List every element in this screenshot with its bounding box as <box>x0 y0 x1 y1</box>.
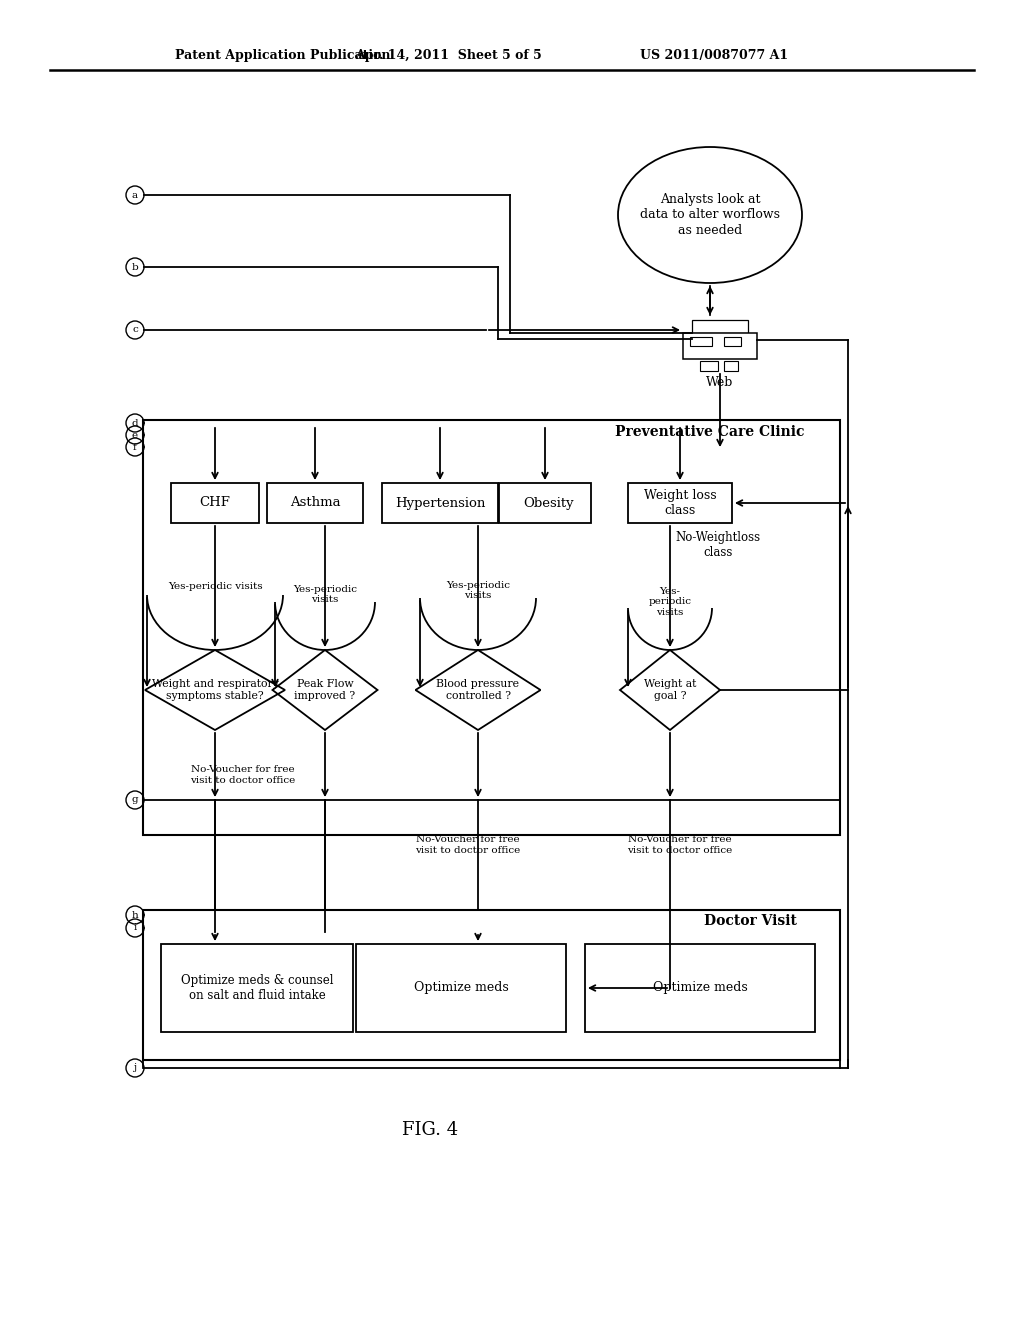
Text: d: d <box>132 418 138 428</box>
Text: Optimize meds: Optimize meds <box>652 982 748 994</box>
Bar <box>499 483 591 523</box>
Text: Optimize meds: Optimize meds <box>414 982 508 994</box>
Text: US 2011/0087077 A1: US 2011/0087077 A1 <box>640 49 788 62</box>
Text: f: f <box>133 442 137 451</box>
Text: No-Voucher for free
visit to doctor office: No-Voucher for free visit to doctor offi… <box>416 836 520 855</box>
Text: e: e <box>132 430 138 440</box>
Bar <box>267 483 362 523</box>
Text: h: h <box>132 911 138 920</box>
Text: Weight loss
class: Weight loss class <box>644 488 717 517</box>
Bar <box>690 337 712 346</box>
Bar <box>143 909 840 1060</box>
Text: Doctor Visit: Doctor Visit <box>703 913 797 928</box>
Bar <box>382 483 498 523</box>
Text: No-Voucher for free
visit to doctor office: No-Voucher for free visit to doctor offi… <box>628 836 732 855</box>
Text: Yes-periodic visits: Yes-periodic visits <box>168 582 262 591</box>
Bar <box>724 337 741 346</box>
Text: Peak Flow
improved ?: Peak Flow improved ? <box>295 680 355 701</box>
Text: g: g <box>132 796 138 804</box>
Bar <box>724 360 738 371</box>
Text: Weight and respiratory
symptoms stable?: Weight and respiratory symptoms stable? <box>152 680 279 701</box>
Text: Hypertension: Hypertension <box>395 496 485 510</box>
Text: Apr. 14, 2011  Sheet 5 of 5: Apr. 14, 2011 Sheet 5 of 5 <box>355 49 542 62</box>
Bar <box>692 319 748 333</box>
Text: Analysts look at
data to alter worflows
as needed: Analysts look at data to alter worflows … <box>640 194 780 236</box>
Bar <box>356 944 566 1032</box>
Bar <box>171 483 259 523</box>
Text: No-Voucher for free
visit to doctor office: No-Voucher for free visit to doctor offi… <box>190 766 296 784</box>
Text: FIG. 4: FIG. 4 <box>402 1121 458 1139</box>
Text: Asthma: Asthma <box>290 496 340 510</box>
Text: Preventative Care Clinic: Preventative Care Clinic <box>615 425 805 440</box>
Text: Obesity: Obesity <box>523 496 574 510</box>
Text: b: b <box>132 263 138 272</box>
Bar <box>628 483 732 523</box>
Text: Yes-periodic
visits: Yes-periodic visits <box>293 585 357 605</box>
Text: Yes-periodic
visits: Yes-periodic visits <box>446 581 510 599</box>
Text: c: c <box>132 326 138 334</box>
Text: Optimize meds & counsel
on salt and fluid intake: Optimize meds & counsel on salt and flui… <box>181 974 333 1002</box>
Text: Blood pressure
controlled ?: Blood pressure controlled ? <box>436 680 519 701</box>
Text: Web: Web <box>707 376 733 389</box>
Text: a: a <box>132 190 138 199</box>
Text: Yes-
periodic
visits: Yes- periodic visits <box>648 587 691 616</box>
Bar <box>683 333 757 359</box>
Text: Patent Application Publication: Patent Application Publication <box>175 49 390 62</box>
Text: CHF: CHF <box>200 496 230 510</box>
Bar <box>143 420 840 836</box>
Text: Weight at
goal ?: Weight at goal ? <box>644 680 696 701</box>
Text: i: i <box>133 924 136 932</box>
Text: No-Weightloss
class: No-Weightloss class <box>676 531 761 558</box>
Bar <box>161 944 353 1032</box>
Bar <box>700 360 718 371</box>
Text: j: j <box>133 1064 136 1072</box>
Bar <box>585 944 815 1032</box>
